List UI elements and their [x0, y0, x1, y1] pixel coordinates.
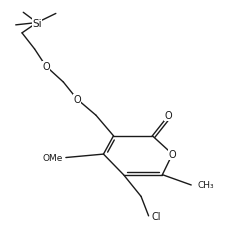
- Text: CH₃: CH₃: [197, 181, 214, 190]
- Text: O: O: [73, 95, 81, 105]
- Text: OMe: OMe: [43, 153, 63, 162]
- Text: O: O: [169, 149, 176, 160]
- Text: O: O: [42, 62, 50, 72]
- Text: Si: Si: [32, 18, 42, 28]
- Text: Cl: Cl: [151, 211, 160, 221]
- Text: O: O: [165, 111, 173, 121]
